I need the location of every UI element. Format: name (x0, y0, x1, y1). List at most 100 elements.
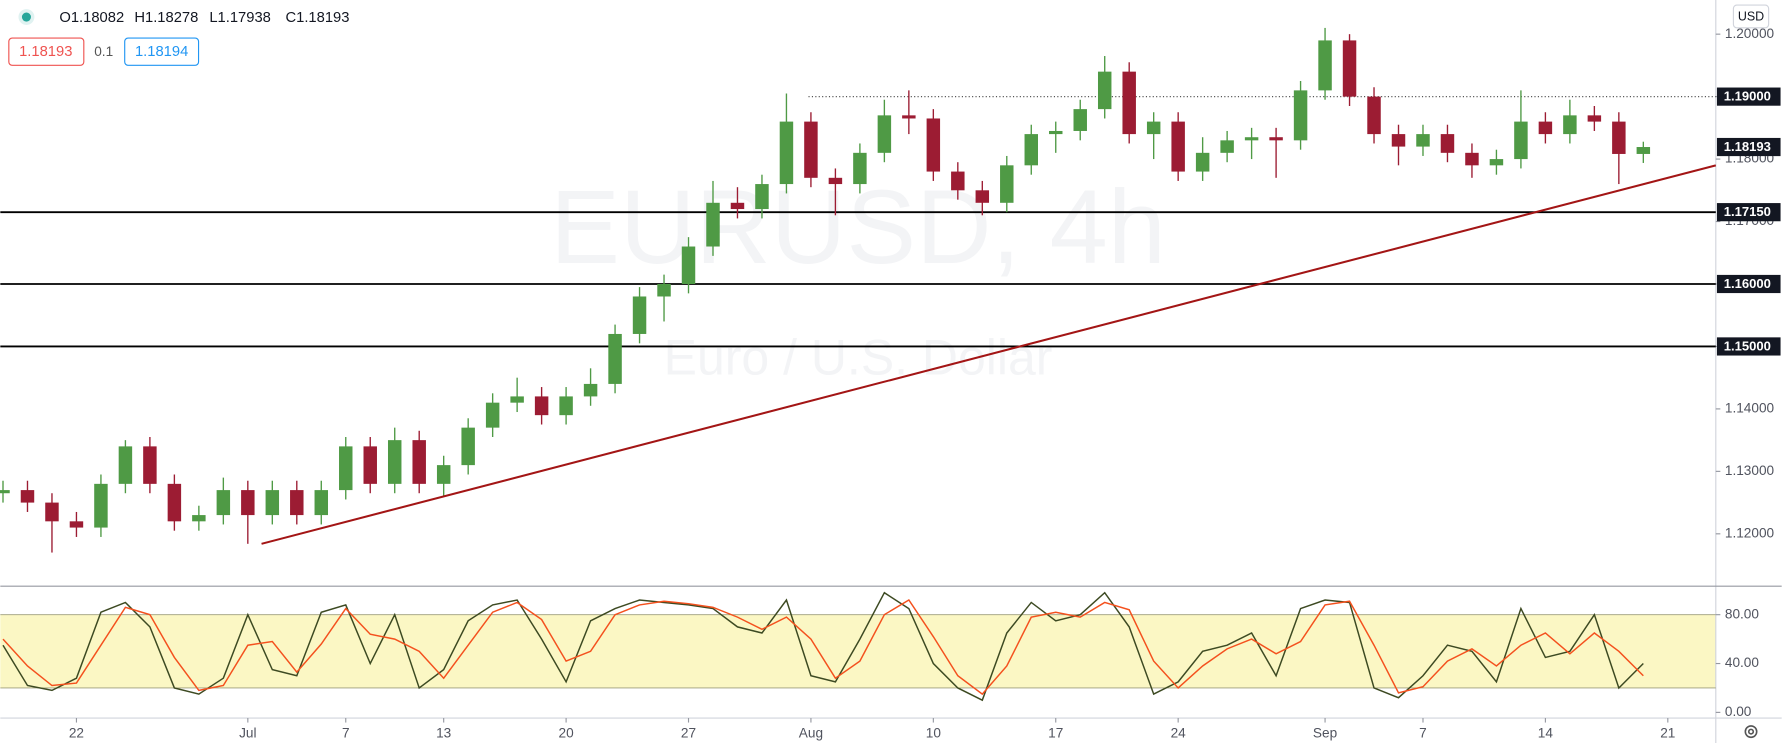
candle-body (902, 115, 916, 119)
candle-body (853, 152, 867, 185)
watermark: EURUSD, 4h Euro / U.S. Dollar (550, 169, 1166, 386)
candle-body (975, 190, 990, 203)
candle-body (877, 115, 892, 153)
candle-body (290, 490, 304, 516)
candle-body (730, 202, 745, 210)
candle-body (1514, 121, 1528, 160)
candle-body (461, 427, 475, 466)
x-tick-label: 17 (1048, 726, 1063, 741)
candle-body (1587, 115, 1602, 122)
x-tick-label: 22 (69, 726, 84, 741)
candle-body (167, 483, 182, 522)
x-tick-label: 27 (681, 726, 696, 741)
candle-body (755, 184, 769, 210)
gear-hub (1747, 728, 1755, 735)
bid-price[interactable]: 1.18193 (19, 44, 72, 60)
candle-body (583, 383, 598, 397)
sell-box[interactable] (8, 37, 85, 66)
x-tick-label: 21 (1660, 726, 1675, 741)
y-tick-label: 1.20000 (1725, 26, 1775, 41)
candle-body (1612, 121, 1626, 154)
candle-body (1244, 137, 1259, 141)
x-tick-label: Aug (799, 726, 823, 741)
candle-body (828, 177, 843, 185)
candle-body (1073, 109, 1087, 131)
watermark-subtitle: Euro / U.S. Dollar (664, 329, 1053, 385)
candle-body (69, 521, 84, 528)
gear-ring (1744, 725, 1758, 739)
spread: 0.1 (94, 44, 113, 59)
candle-body (1367, 96, 1381, 135)
candle-body (94, 483, 108, 528)
ohlc-open: O1.18082 (59, 10, 124, 26)
candle-body (1146, 121, 1161, 135)
candle-body (1465, 152, 1479, 166)
level-box (1716, 274, 1781, 294)
x-tick-label: Jul (239, 726, 256, 741)
candle-body (926, 118, 941, 172)
candle-body (804, 121, 818, 178)
candle-body (1489, 159, 1504, 166)
x-tick-label: 7 (342, 726, 350, 741)
candle-body (1318, 40, 1332, 91)
candle-body (1342, 40, 1357, 97)
candle-body (779, 121, 794, 185)
currency[interactable]: USD (1738, 9, 1764, 23)
candle-body (706, 202, 720, 247)
y-tick-label: 80.00 (1725, 606, 1760, 621)
candle-body (216, 490, 231, 516)
candle-body (657, 283, 671, 297)
x-tick-label: Sep (1313, 726, 1337, 741)
candle-body (559, 396, 573, 416)
candle-body (1293, 90, 1308, 141)
candle-body (20, 490, 35, 503)
candle-body (608, 333, 622, 384)
candle-body (1391, 134, 1406, 147)
candle-body (534, 396, 549, 416)
candle-body (1024, 134, 1038, 166)
candle-body (1122, 71, 1136, 135)
candle-body (363, 446, 377, 484)
y-tick-label: 1.14000 (1725, 400, 1775, 415)
candle-body (1171, 121, 1185, 172)
level-label: 1.15000 (1724, 338, 1771, 353)
currency-box[interactable] (1732, 4, 1770, 29)
stoch-line (2, 599, 1644, 696)
candle-body (45, 502, 59, 522)
level-box (1716, 337, 1781, 356)
candle-body (1538, 121, 1553, 135)
x-tick-label: 20 (559, 726, 575, 741)
y-tick-label: 0.00 (1725, 704, 1752, 719)
candle-body (143, 446, 157, 484)
candle-body (681, 246, 696, 284)
level-box (1716, 203, 1781, 222)
ohlc-close: C1.18193 (285, 10, 349, 26)
header: O1.18082 H1.18278 L1.17938 C1.18193 1.18… (8, 9, 349, 66)
candle-body (951, 171, 965, 191)
candle-body (1440, 134, 1455, 153)
x-tick-label: 14 (1538, 726, 1554, 741)
x-tick-label: 13 (436, 726, 451, 741)
settings-icon[interactable] (1744, 725, 1758, 739)
candle-body (1563, 115, 1577, 135)
dotted-level-box (1716, 87, 1781, 106)
x-tick-label: 10 (926, 726, 942, 741)
candle-body (1636, 147, 1651, 154)
level-label: 1.16000 (1724, 276, 1771, 291)
dotted-level-label: 1.19000 (1724, 89, 1771, 104)
y-tick-label: 40.00 (1725, 655, 1760, 670)
candle-body (265, 490, 280, 516)
candle-body (314, 490, 329, 516)
ask-price[interactable]: 1.18194 (135, 44, 188, 60)
y-tick-label: 1.12000 (1725, 525, 1775, 540)
candle-body (1220, 140, 1234, 153)
buy-box[interactable] (124, 37, 200, 66)
candle-body (339, 446, 353, 491)
watermark-title: EURUSD, 4h (550, 169, 1166, 286)
ohlc-low: L1.17938 (209, 10, 271, 26)
ohlc-high: H1.18278 (134, 10, 198, 26)
level-label: 1.17150 (1724, 204, 1771, 219)
trendline (261, 164, 1717, 545)
